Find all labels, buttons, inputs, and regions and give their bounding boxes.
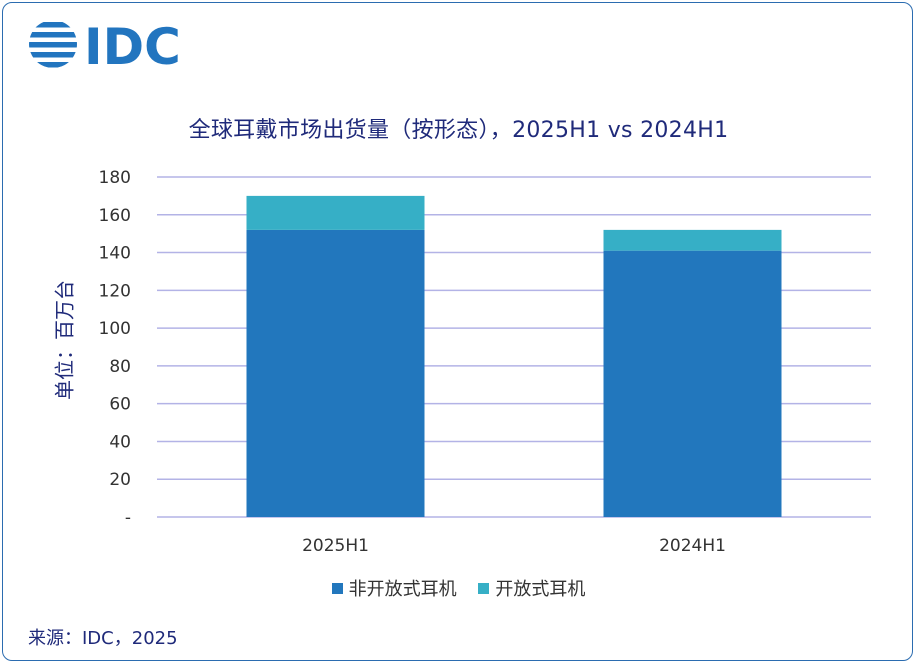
bar-2024H1-series-1 bbox=[603, 229, 782, 251]
legend-swatch-closed bbox=[331, 582, 343, 594]
bar-2025H1-series-1 bbox=[246, 195, 425, 230]
y-tick-label: 80 bbox=[109, 357, 131, 377]
y-tick-label: 120 bbox=[99, 281, 131, 301]
y-tick-label: 160 bbox=[99, 206, 131, 226]
bar-2025H1-series-0 bbox=[246, 229, 425, 517]
y-tick-label: 40 bbox=[109, 432, 131, 452]
legend-item-closed: 非开放式耳机 bbox=[331, 575, 457, 601]
y-tick-label: 180 bbox=[99, 168, 131, 188]
legend-label-open: 开放式耳机 bbox=[495, 579, 586, 600]
y-tick-label: 140 bbox=[99, 244, 131, 264]
legend-item-open: 开放式耳机 bbox=[478, 575, 585, 601]
legend-swatch-open bbox=[478, 582, 490, 594]
source-note: 来源：IDC，2025 bbox=[28, 628, 178, 649]
y-tick-label: - bbox=[125, 508, 131, 528]
legend-label-closed: 非开放式耳机 bbox=[348, 579, 457, 600]
x-tick-label: 2025H1 bbox=[302, 536, 369, 556]
legend: 非开放式耳机 开放式耳机 bbox=[0, 575, 917, 601]
idc-logo: IDC bbox=[29, 18, 181, 74]
x-tick-label: 2024H1 bbox=[659, 536, 726, 556]
logo-text: IDC bbox=[84, 18, 181, 74]
y-tick-label: 100 bbox=[99, 319, 131, 339]
bar-2024H1-series-0 bbox=[603, 250, 782, 517]
y-tick-label: 20 bbox=[109, 470, 131, 490]
chart-title: 全球耳戴市场出货量（按形态），2025H1 vs 2024H1 bbox=[188, 118, 729, 143]
y-tick-label: 60 bbox=[109, 395, 131, 415]
